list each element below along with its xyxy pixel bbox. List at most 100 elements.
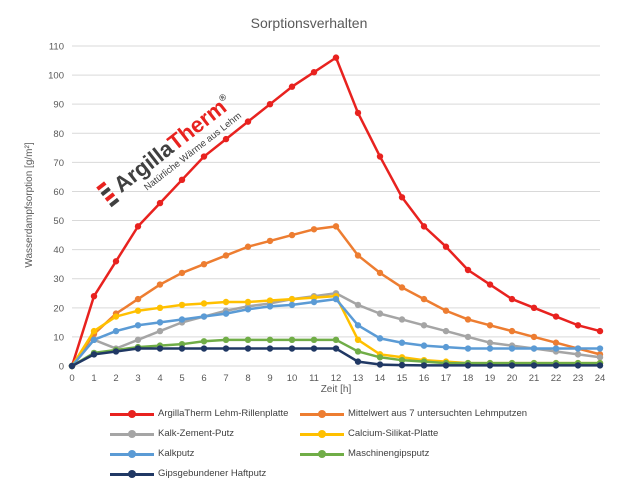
data-point	[354, 252, 362, 259]
x-tick-label: 5	[179, 373, 184, 384]
data-point	[442, 243, 450, 250]
data-point	[332, 54, 340, 61]
series-lines	[68, 54, 604, 370]
data-point	[596, 327, 604, 335]
x-tick-label: 24	[595, 373, 606, 384]
data-point	[464, 333, 472, 341]
legend-swatch-icon	[300, 449, 344, 459]
legend-label: ArgillaTherm Lehm-Rillenplatte	[158, 408, 289, 419]
data-point	[354, 358, 362, 365]
data-point	[398, 361, 406, 369]
logo-mark-icon	[96, 181, 120, 208]
data-point	[90, 327, 98, 335]
data-point	[486, 281, 494, 288]
data-point	[288, 345, 296, 352]
data-point	[90, 351, 98, 358]
data-point	[420, 322, 428, 329]
data-point	[508, 327, 516, 335]
data-point	[332, 223, 340, 230]
legend-swatch-icon	[300, 429, 344, 439]
data-point	[420, 295, 428, 303]
y-tick-labels: 0 10 20 30 40 50 60 70 80 90 100 110	[48, 42, 64, 373]
data-point	[442, 362, 450, 369]
data-point	[464, 362, 472, 369]
data-point	[134, 345, 142, 352]
data-point	[156, 304, 164, 312]
data-point	[398, 356, 406, 364]
x-tick-labels: 0 1 2 3 4 5 6 7 8 9 10 11 12 13 14 15 16 17 18 19 20 21 22 23 24	[69, 373, 605, 384]
series-0	[68, 54, 604, 370]
data-point	[486, 345, 494, 352]
data-point	[420, 342, 428, 349]
data-point	[156, 281, 164, 288]
series-line	[71, 292, 601, 367]
data-point	[574, 362, 582, 369]
data-point	[112, 327, 120, 335]
data-point	[222, 310, 230, 317]
legend-item: Mittelwert aus 7 untersuchten Lehmputzen	[300, 408, 527, 419]
data-point	[310, 226, 318, 233]
data-point	[420, 362, 428, 369]
data-point	[134, 322, 142, 329]
data-point	[376, 335, 384, 342]
data-point	[178, 316, 186, 323]
series-4	[68, 295, 604, 370]
gridlines	[72, 45, 600, 367]
data-point	[354, 322, 362, 329]
x-tick-label: 18	[463, 373, 474, 384]
data-point	[574, 351, 582, 358]
data-point	[310, 336, 318, 344]
x-tick-label: 22	[551, 373, 562, 384]
data-point	[112, 313, 120, 320]
data-point	[200, 260, 208, 268]
data-point	[442, 327, 450, 335]
data-point	[244, 336, 252, 344]
data-point	[464, 345, 472, 352]
data-point	[310, 68, 318, 76]
y-tick-label: 70	[53, 158, 64, 169]
data-point	[354, 336, 362, 344]
data-point	[222, 336, 230, 344]
data-point	[574, 345, 582, 352]
data-point	[376, 354, 384, 361]
data-point	[376, 269, 384, 277]
data-point	[244, 118, 252, 125]
legend-item: Kalk-Zement-Putz	[110, 428, 234, 439]
data-point	[486, 339, 494, 346]
data-point	[134, 336, 142, 344]
data-point	[596, 362, 604, 369]
y-axis-label: Wasserdampfsorption [g/m²]	[24, 142, 35, 267]
data-point	[156, 345, 164, 352]
data-point	[266, 345, 274, 352]
x-tick-label: 15	[397, 373, 408, 384]
x-tick-label: 19	[485, 373, 496, 384]
data-point	[508, 295, 516, 303]
y-tick-label: 80	[53, 129, 64, 140]
legend-item: Kalkputz	[110, 448, 194, 459]
data-point	[376, 361, 384, 368]
data-point	[112, 258, 120, 265]
data-point	[90, 292, 98, 300]
data-point	[552, 345, 560, 352]
data-point	[442, 307, 450, 314]
data-point	[244, 306, 252, 313]
data-point	[288, 231, 296, 239]
x-tick-label: 13	[353, 373, 364, 384]
data-point	[354, 348, 362, 355]
data-point	[200, 153, 208, 160]
legend-item: Calcium-Silikat-Platte	[300, 428, 438, 439]
chart-title: Sorptionsverhalten	[251, 15, 368, 31]
svg-text:ArgillaTherm®: ArgillaTherm®	[109, 90, 237, 198]
legend-swatch-icon	[110, 469, 154, 479]
x-tick-label: 11	[309, 373, 319, 384]
data-point	[552, 313, 560, 320]
x-tick-label: 23	[573, 373, 584, 384]
legend-swatch-icon	[110, 409, 154, 419]
x-axis-label: Zeit [h]	[321, 384, 352, 395]
y-tick-label: 90	[53, 100, 64, 111]
legend-label: Maschinengipsputz	[348, 448, 430, 459]
data-point	[464, 266, 472, 274]
series-1	[68, 223, 604, 370]
data-point	[398, 284, 406, 291]
data-point	[596, 354, 604, 361]
